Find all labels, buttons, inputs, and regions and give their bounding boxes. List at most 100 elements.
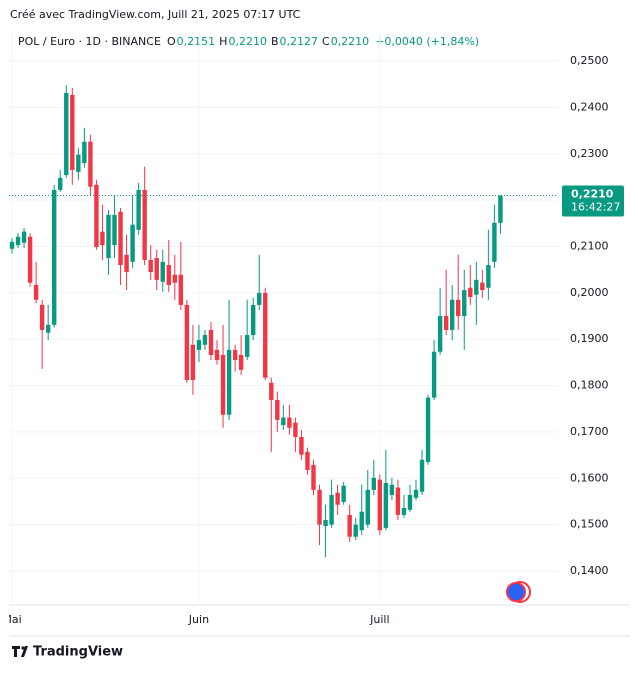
candle-body <box>335 492 340 505</box>
candle-body <box>425 397 431 463</box>
candle-body <box>172 274 178 283</box>
candle-body <box>130 224 135 262</box>
y-tick-label: 0,2300 <box>570 147 609 160</box>
candle-body <box>33 284 39 300</box>
candle-body <box>498 195 503 223</box>
candle-body <box>160 261 165 282</box>
candle-body <box>82 141 87 164</box>
symbol: POL / Euro · 1D · BINANCE <box>18 35 161 48</box>
candle-body <box>480 282 485 291</box>
candle-body <box>486 265 491 288</box>
candle-body <box>148 259 153 272</box>
candle-body <box>365 489 370 525</box>
candle-body <box>305 451 310 470</box>
y-tick-label: 0,2100 <box>570 239 609 252</box>
candle-body <box>449 299 455 330</box>
candle-body <box>474 279 479 295</box>
candle-body <box>15 236 21 246</box>
candle-body <box>317 489 322 525</box>
candle-body <box>492 222 497 262</box>
candle-body <box>52 189 57 325</box>
legend-change: +0,0040 (+1,84%) <box>375 35 479 48</box>
candle-body <box>383 482 389 528</box>
candle-body <box>257 292 262 305</box>
candle-body <box>395 487 401 515</box>
candle-body <box>251 304 256 336</box>
candle-body <box>70 94 75 171</box>
candle-body <box>124 254 129 272</box>
candle-body <box>100 231 105 246</box>
candle-body <box>184 304 190 381</box>
candle-body <box>371 477 376 490</box>
legend-value: 0,2127 <box>280 35 319 48</box>
x-tick-label: Juill <box>369 613 389 626</box>
y-tick-label: 0,2500 <box>570 54 609 67</box>
candle-body <box>456 299 461 317</box>
candle-body <box>232 349 238 361</box>
x-tick-label: Mai <box>2 613 21 626</box>
candle-body <box>58 177 63 190</box>
candle-body <box>341 485 346 502</box>
chart-title: Créé avec TradingView.com, Juill 21, 202… <box>10 8 301 21</box>
candle-body <box>118 211 123 266</box>
legend-key: B <box>271 35 279 48</box>
candle-body <box>178 274 184 305</box>
candle-body <box>166 265 171 285</box>
last-price-box <box>562 185 624 217</box>
candle-body <box>45 324 51 333</box>
candle-body <box>323 520 328 527</box>
legend-key: O <box>167 35 176 48</box>
y-tick-label: 0,2400 <box>570 100 609 113</box>
candle-body <box>190 344 196 381</box>
candle-body <box>359 511 364 531</box>
candle-body <box>329 494 334 525</box>
candle-body <box>299 437 304 455</box>
candle-body <box>377 479 383 531</box>
candle-body <box>468 287 473 298</box>
candle-body <box>287 417 292 428</box>
candle-body <box>39 304 45 330</box>
logo-dot <box>21 646 25 650</box>
y-tick-label: 0,2000 <box>570 286 609 299</box>
footer-text: TradingView <box>33 645 123 660</box>
candle-body <box>419 459 425 492</box>
candle-body <box>27 236 33 283</box>
candle-body <box>269 382 274 400</box>
candle-body <box>106 214 111 259</box>
candle-body <box>263 292 268 378</box>
legend-value: 0,2210 <box>228 35 267 48</box>
candle-body <box>443 316 449 330</box>
footer-logo: TradingView <box>12 645 123 660</box>
candle-body <box>281 417 286 425</box>
candle-body <box>293 422 298 438</box>
legend-key: H <box>219 35 227 48</box>
legend-value: 0,2210 <box>331 35 370 48</box>
candle-body <box>64 93 69 176</box>
legend-value: 0,2151 <box>177 35 216 48</box>
candle-body <box>238 354 244 370</box>
candle-body <box>347 514 352 537</box>
candle-body <box>9 241 15 249</box>
badge-icon <box>506 582 526 602</box>
candle-body <box>142 189 147 260</box>
candle-body <box>437 316 443 352</box>
candle-body <box>136 189 141 230</box>
ohlc-legend: O 0,2151 H 0,2210 B 0,2127 C 0,2210 +0,0040 (+1,… <box>167 35 479 48</box>
last-price-label: 0,2210 <box>571 188 614 201</box>
candle-body <box>214 349 220 361</box>
candle-body <box>76 154 81 172</box>
candle-body <box>112 214 117 246</box>
y-tick-label: 0,1800 <box>570 379 609 392</box>
y-tick-label: 0,1600 <box>570 471 609 484</box>
candle-body <box>401 507 407 515</box>
candle-body <box>407 494 413 510</box>
candle-body <box>311 464 316 490</box>
plot-area: Mai Juin Juill <box>2 30 503 626</box>
candle-body <box>413 489 419 498</box>
candle-body <box>94 184 99 247</box>
candle-body <box>220 354 226 415</box>
candle-body <box>389 484 395 495</box>
y-tick-label: 0,1500 <box>570 518 609 531</box>
